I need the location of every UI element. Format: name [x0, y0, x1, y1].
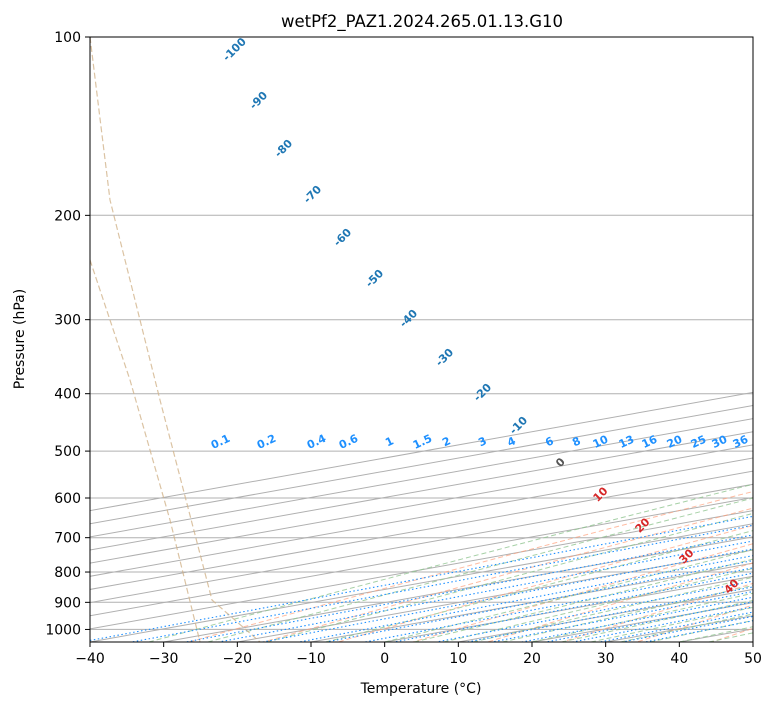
y-axis-label: Pressure (hPa) — [12, 289, 28, 389]
mixing-ratio-label: 30 — [710, 433, 730, 451]
mixing-ratio-label: 25 — [689, 433, 708, 451]
y-tick-label: 900 — [54, 595, 81, 611]
y-tick-label: 400 — [54, 387, 81, 403]
x-tick-label: 20 — [523, 651, 541, 667]
moist-adiabat-label: 10 — [591, 484, 611, 504]
moist-adiabat-line — [266, 512, 753, 642]
mixing-ratio-line — [642, 620, 753, 642]
x-tick-label: 50 — [744, 651, 762, 667]
mixing-ratio-label: 20 — [665, 433, 685, 451]
isotherm-line — [90, 431, 753, 551]
dry-adiabat-label: -100 — [220, 35, 249, 64]
y-tick-label: 200 — [54, 208, 81, 224]
mixing-ratio-label: 13 — [617, 433, 636, 451]
dry-adiabat-line — [752, 24, 775, 654]
mixing-ratio-label: 0.2 — [255, 432, 278, 452]
y-tick-label: 700 — [54, 531, 81, 547]
dry-adiabat-line — [186, 490, 753, 642]
dry-adiabat-line — [336, 524, 753, 642]
dry-adiabat-label: -90 — [247, 89, 270, 112]
plot-frame — [89, 36, 754, 643]
moist-adiabat-line — [443, 567, 753, 642]
isotherm-line — [752, 641, 753, 642]
mixing-ratio-label: 1.5 — [411, 432, 434, 452]
isotherm-line — [90, 470, 753, 590]
dry-adiabat-label: -80 — [272, 137, 295, 160]
mixing-ratio-label: 36 — [731, 433, 751, 451]
isotherm-line — [384, 575, 753, 642]
dry-adiabat-label: -50 — [363, 267, 386, 290]
mixing-ratio-line — [128, 524, 753, 642]
mixing-ratio-line — [323, 560, 753, 642]
mixing-ratio-label: 10 — [591, 433, 611, 451]
y-tick-label: 300 — [54, 313, 81, 329]
profile-lines — [765, 37, 775, 566]
y-tick-label: 500 — [54, 444, 81, 460]
moist-adiabat-line — [384, 549, 753, 642]
plot-area: -100 -90 -80 -70 -60 -50 -40 -30 -20 -10 0.1 0.2 0.4… — [89, 24, 775, 654]
dry-adiabat-label: -10 — [507, 414, 530, 437]
moist-adiabat-label: 0 — [553, 455, 568, 470]
isotherm-line — [237, 549, 753, 642]
reference-curve — [90, 259, 201, 642]
x-tick-label: 30 — [597, 651, 615, 667]
mixing-ratio-line — [433, 580, 753, 642]
mixing-ratio-label: 0.6 — [337, 432, 360, 452]
mixing-ratio-label: 6 — [543, 434, 556, 449]
mixing-ratio-label: 2 — [440, 434, 452, 449]
mixing-ratio-label: 3 — [476, 434, 488, 449]
isotherm-line — [90, 444, 753, 564]
mixing-ratio-label: 16 — [640, 433, 660, 451]
x-tick-label: 0 — [380, 651, 389, 667]
isotherm-line — [90, 496, 753, 617]
chart-title: wetPf2_PAZ1.2024.265.01.13.G10 — [281, 12, 563, 32]
dry-adiabat-label: -30 — [433, 346, 456, 369]
x-axis-label: Temperature (°C) — [360, 681, 482, 697]
mixing-ratio-line — [519, 596, 753, 642]
mixing-ratio-label: 0.4 — [305, 432, 328, 452]
dry-adiabat-label: -70 — [301, 183, 324, 206]
dry-adiabat-label: -60 — [331, 226, 354, 249]
isotherm-line — [90, 457, 753, 577]
moist-adiabat-line — [590, 606, 753, 642]
mixing-ratio-line — [489, 590, 753, 642]
mixing-ratio-line — [543, 601, 753, 642]
dry-adiabat-line — [261, 507, 753, 642]
dry-adiabat-label: -40 — [397, 307, 420, 330]
mixing-ratio-line — [596, 611, 753, 642]
dry-adiabat-line — [411, 543, 753, 642]
background-lines — [90, 24, 775, 654]
x-tick-label: −20 — [223, 651, 253, 667]
moist-adiabat-line — [502, 584, 753, 642]
isotherm-line — [90, 510, 753, 630]
x-tick-label: 40 — [670, 651, 688, 667]
y-tick-label: 800 — [54, 565, 81, 581]
isotherm-line — [90, 483, 753, 604]
mixing-ratio-line — [259, 548, 753, 642]
reference-curve — [90, 37, 261, 642]
moist-adiabat-line — [531, 592, 753, 642]
y-axis: 100 200 300 400 500 600 700 800 900 1000 — [45, 30, 90, 638]
dewpoint-line — [765, 37, 775, 564]
x-tick-label: −30 — [149, 651, 179, 667]
isotherm-line — [90, 523, 753, 642]
y-tick-label: 100 — [54, 30, 81, 46]
mixing-ratio-label: 0.1 — [209, 432, 232, 452]
dry-adiabat-line — [485, 562, 753, 642]
y-tick-label: 1000 — [45, 622, 81, 638]
dry-adiabat-label: -20 — [471, 381, 494, 404]
x-axis: −40 −30 −20 −10 0 10 20 30 40 50 — [75, 642, 762, 667]
mixing-ratio-line — [182, 534, 753, 642]
x-tick-label: 10 — [449, 651, 467, 667]
mixing-ratio-line — [362, 567, 753, 642]
x-tick-label: −10 — [296, 651, 326, 667]
moist-adiabat-line — [207, 497, 753, 642]
line-labels: -100 -90 -80 -70 -60 -50 -40 -30 -20 -10 0.1 0.2 0.4… — [209, 35, 751, 597]
moist-adiabat-line — [148, 483, 753, 642]
isotherm-line — [163, 536, 753, 642]
x-tick-label: −40 — [75, 651, 105, 667]
y-tick-label: 600 — [54, 491, 81, 507]
mixing-ratio-label: 1 — [383, 434, 395, 449]
